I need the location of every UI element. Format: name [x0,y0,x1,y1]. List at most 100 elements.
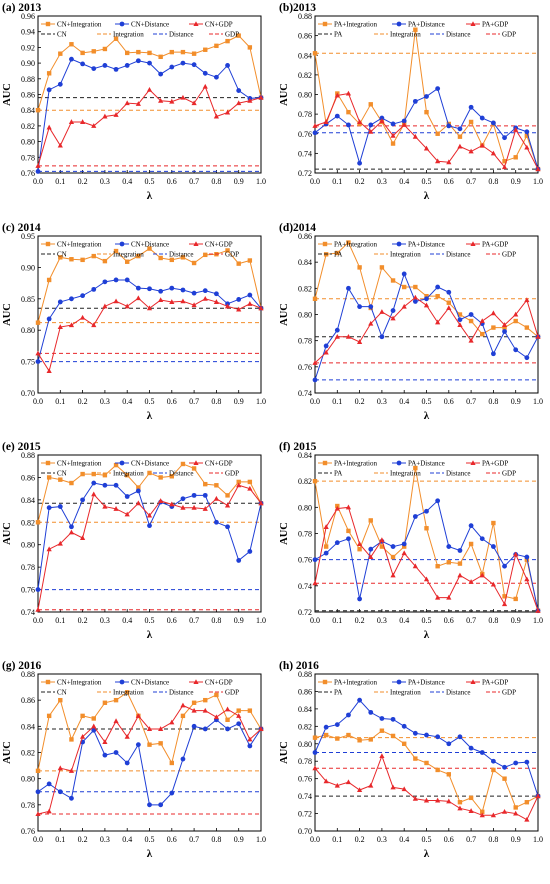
legend-marker [119,241,125,247]
data-point-red [80,119,86,124]
data-point-red [102,739,108,745]
data-point-blue [91,66,97,71]
data-point-orange [46,475,52,480]
y-tick-label: 0.88 [298,12,312,21]
data-point-red [513,311,519,317]
x-tick-label: 0.2 [78,397,88,406]
data-point-orange [368,102,373,107]
data-point-orange [225,717,230,722]
data-point-orange [247,708,253,713]
data-point-blue [236,558,242,563]
data-point-red [191,100,197,106]
data-point-red [202,707,208,713]
data-point-red [357,119,363,124]
data-point-orange [91,253,96,259]
data-point-orange [379,265,385,270]
data-point-blue [225,524,230,530]
x-tick-label: 0.1 [55,397,65,406]
data-point-orange [158,741,163,746]
data-point-red [35,163,41,168]
data-point-orange [346,240,351,245]
data-point-red [513,810,519,816]
y-tick-label: 0.76 [298,130,312,139]
x-tick-label: 0.8 [211,397,221,406]
data-point-orange [214,692,219,698]
data-point-blue [435,86,441,92]
data-point-red [113,506,119,511]
x-tick-label: 0.6 [167,177,177,186]
x-tick-label: 0.9 [511,397,521,406]
panel-label: (g) 2016 [2,660,42,672]
data-point-orange [91,49,96,54]
data-point-blue [346,536,351,542]
data-point-blue [124,494,130,499]
data-point-orange [225,493,230,498]
data-point-orange [236,261,241,266]
data-point-orange [203,47,208,52]
data-point-red [446,305,452,310]
data-point-red [345,504,352,510]
x-tick-label: 0.9 [511,835,521,844]
x-tick-label: 0.0 [310,616,320,625]
data-point-orange [346,732,351,738]
data-point-orange [225,248,230,253]
legend-entry: Distance [169,470,194,478]
y-tick-label: 0.74 [298,582,312,591]
data-point-blue [69,524,74,530]
x-tick-label: 0.5 [422,835,432,844]
data-point-orange [136,485,141,490]
data-point-orange [191,700,197,705]
data-point-red [423,145,430,151]
data-point-blue [147,60,152,66]
legend: PA+Integration PA+Distance PA+GDP PA Integra… [318,21,516,39]
data-point-red [345,90,352,96]
legend-entry: PA+GDP [482,679,508,687]
y-tick-label: 0.75 [21,358,35,367]
data-point-orange [368,737,373,742]
y-tick-label: 0.92 [21,43,35,52]
data-point-blue [368,304,374,310]
data-point-orange [58,255,63,260]
data-point-red [535,166,541,172]
x-axis-label: λ [424,190,430,202]
data-point-orange [390,554,396,560]
data-point-red [35,606,41,612]
data-point-blue [412,730,418,736]
x-tick-label: 0.3 [377,397,387,406]
legend-entry: CN+GDP [205,21,233,29]
y-tick-label: 0.72 [298,169,312,178]
legend-marker [322,460,328,466]
legend-entry: Distance [446,251,471,259]
data-point-red [146,86,153,92]
y-tick-label: 0.88 [298,670,312,679]
data-point-red [513,127,519,132]
plot-frame [37,673,262,832]
x-axis-label: λ [147,629,153,641]
data-point-red [524,816,530,822]
data-point-red [368,128,374,134]
data-point-orange [435,767,440,773]
y-tick-label: 0.80 [21,326,35,335]
data-point-red [213,495,219,501]
legend-entry: CN+Distance [131,679,169,687]
data-point-orange [214,483,219,488]
y-tick-label: 0.76 [21,169,35,178]
data-point-red [68,529,75,535]
data-point-blue [46,781,52,787]
data-point-blue [424,94,429,99]
data-point-orange [158,255,163,261]
panel-label: (b)2013 [279,2,316,14]
data-point-orange [147,742,152,747]
data-point-orange [58,477,63,482]
x-tick-label: 0.7 [466,616,476,625]
legend-entry: CN+GDP [205,679,233,687]
data-point-blue [390,716,396,722]
data-point-orange [236,33,241,38]
y-tick-label: 0.85 [21,295,35,304]
data-point-red [191,707,197,713]
x-tick-label: 0.4 [122,177,132,186]
data-point-orange [35,768,41,774]
data-point-blue [390,544,396,549]
data-point-red [457,322,463,327]
data-point-red [146,512,153,518]
